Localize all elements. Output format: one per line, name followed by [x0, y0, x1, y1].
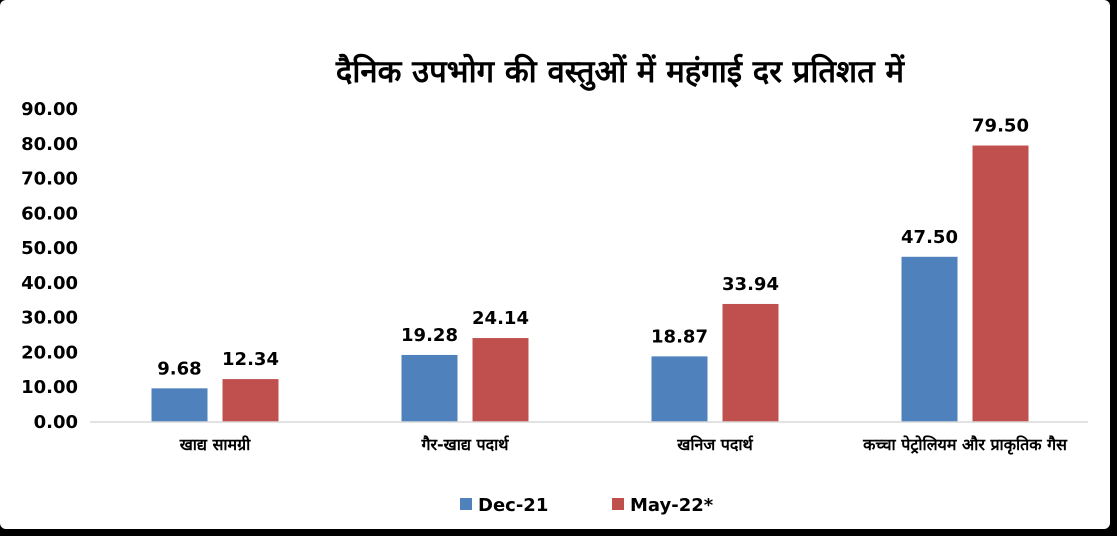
- bar-may-22-1: [472, 338, 529, 422]
- bar-may-22-3: [972, 145, 1029, 422]
- data-label: 47.50: [901, 227, 958, 248]
- data-labels: 9.68 19.28 18.87 47.50 12.34 24.14 33.94 79.50: [157, 116, 1029, 380]
- y-tick-label: 80.00: [21, 134, 78, 155]
- data-label: 79.50: [972, 116, 1029, 137]
- y-tick-label: 90.00: [21, 99, 78, 120]
- y-tick-label: 10.00: [21, 377, 78, 398]
- x-axis: खाद्य सामग्री गैर-खाद्य पदार्थ खनिज पदार्थ…: [179, 435, 1068, 455]
- data-label: 12.34: [222, 349, 279, 370]
- bars: [151, 145, 1029, 422]
- legend: Dec-21 May-22*: [460, 495, 714, 516]
- data-label: 18.87: [651, 326, 708, 347]
- data-label: 24.14: [472, 308, 529, 329]
- bar-dec-21-1: [401, 354, 458, 422]
- legend-swatch-dec-21: [460, 498, 472, 510]
- y-tick-label: 40.00: [21, 273, 78, 294]
- data-label: 33.94: [722, 274, 779, 295]
- x-category-label: गैर-खाद्य पदार्थ: [420, 435, 509, 454]
- y-tick-label: 20.00: [21, 342, 78, 363]
- x-category-label: खनिज पदार्थ: [676, 435, 754, 454]
- bar-may-22-2: [722, 303, 779, 422]
- bar-dec-21-2: [651, 356, 708, 422]
- legend-label-may-22: May-22*: [630, 495, 714, 516]
- y-tick-label: 60.00: [21, 203, 78, 224]
- data-label: 9.68: [157, 358, 201, 379]
- y-tick-label: 0.00: [34, 412, 78, 433]
- bar-may-22-0: [222, 379, 279, 422]
- data-label: 19.28: [401, 325, 458, 346]
- x-category-label: कच्चा पेट्रोलियम और प्राकृतिक गैस: [862, 435, 1068, 455]
- bar-dec-21-0: [151, 388, 208, 422]
- y-tick-label: 30.00: [21, 308, 78, 329]
- chart-title: दैनिक उपभोग की वस्तुओं में महंगाई दर प्र…: [335, 53, 906, 91]
- legend-swatch-may-22: [612, 498, 624, 510]
- y-tick-label: 70.00: [21, 169, 78, 190]
- bar-dec-21-3: [901, 256, 958, 422]
- y-axis: 0.00 10.00 20.00 30.00 40.00 50.00 60.00 70.00 8…: [21, 99, 78, 433]
- x-category-label: खाद्य सामग्री: [179, 435, 251, 454]
- y-tick-label: 50.00: [21, 238, 78, 259]
- legend-label-dec-21: Dec-21: [478, 495, 548, 516]
